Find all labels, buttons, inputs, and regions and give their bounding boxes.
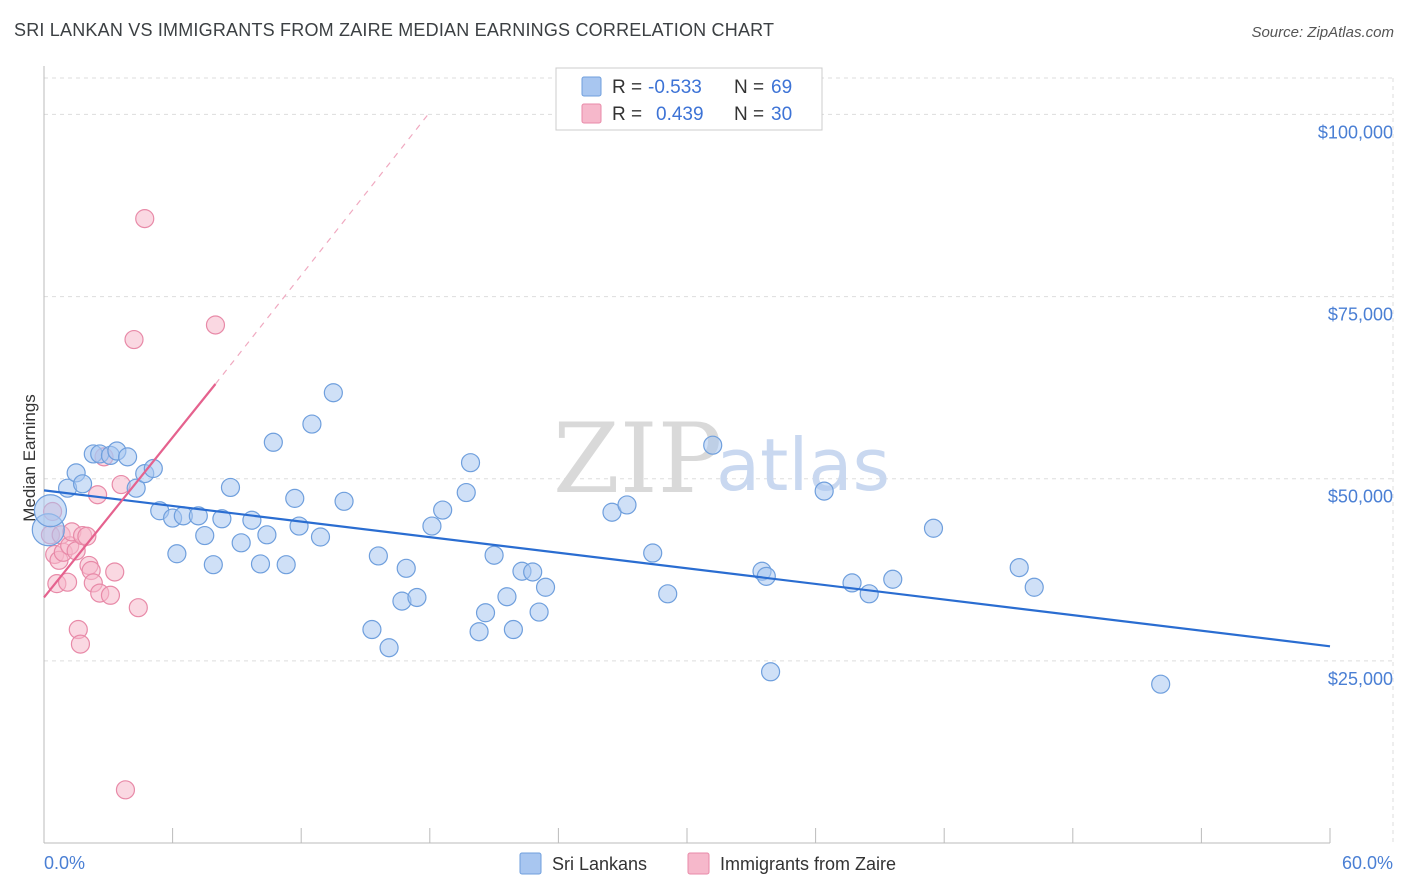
legend-n-label-2: N =: [734, 104, 764, 125]
bottom-legend-swatch-pink: [687, 852, 710, 875]
data-point: [1009, 557, 1029, 578]
data-point: [433, 500, 453, 520]
legend-r-value-2: 0.439: [656, 104, 704, 125]
data-point: [135, 209, 155, 229]
data-point: [883, 569, 903, 589]
data-point: [529, 602, 549, 622]
data-point: [128, 598, 148, 618]
data-point: [323, 383, 343, 403]
bottom-legend-swatch-blue: [519, 852, 542, 875]
data-point: [703, 435, 723, 455]
data-point: [257, 525, 277, 545]
data-point: [70, 634, 91, 654]
legend-n-value-2: 30: [771, 104, 792, 125]
data-point: [643, 543, 663, 563]
data-point: [276, 555, 296, 575]
legend-n-label-1: N =: [734, 77, 764, 98]
data-point: [285, 488, 305, 508]
y-tick-label: $25,000: [1328, 669, 1393, 689]
data-point: [310, 527, 331, 547]
bottom-legend-label-sri-lankans: Sri Lankans: [552, 854, 647, 874]
data-point: [407, 587, 427, 608]
data-point: [523, 562, 543, 582]
data-point: [250, 554, 271, 574]
legend-swatch-pink: [581, 103, 602, 124]
data-point: [497, 587, 517, 607]
data-point: [469, 622, 489, 642]
data-point: [484, 545, 504, 565]
x-tick-label-left: 0.0%: [44, 853, 85, 873]
data-point: [379, 638, 399, 658]
data-point: [72, 474, 93, 494]
series-immigrants-from-zaire: [40, 209, 226, 800]
data-point: [105, 562, 125, 582]
data-point: [205, 315, 226, 335]
y-axis-label: Median Earnings: [20, 394, 39, 522]
data-point: [124, 329, 144, 350]
data-point: [57, 572, 78, 592]
chart-title: SRI LANKAN VS IMMIGRANTS FROM ZAIRE MEDI…: [14, 20, 775, 40]
data-point: [220, 477, 241, 498]
data-point: [115, 780, 136, 800]
x-tick-label-right: 60.0%: [1342, 853, 1393, 873]
watermark-zip: ZIP: [553, 403, 722, 515]
data-point: [231, 533, 251, 553]
data-point: [617, 495, 637, 515]
watermark-atlas: atlas: [716, 423, 890, 507]
legend-box: R = -0.533 N = 69 R = 0.439 N = 30: [555, 67, 823, 131]
data-point: [362, 619, 382, 640]
data-point: [422, 516, 442, 536]
bottom-legend-label-zaire: Immigrants from Zaire: [720, 854, 896, 874]
chart-source: Source: ZipAtlas.com: [1251, 24, 1394, 41]
y-tick-label: $75,000: [1328, 305, 1393, 325]
data-point: [1024, 577, 1044, 597]
data-point: [460, 453, 481, 473]
data-point: [475, 603, 496, 623]
data-point: [456, 482, 476, 503]
y-tick-labels: $25,000 $50,000 $75,000 $100,000: [1318, 122, 1393, 688]
data-point: [87, 485, 108, 505]
data-point: [263, 432, 283, 452]
legend-r-value-1: -0.533: [648, 77, 702, 98]
data-point: [923, 518, 944, 538]
data-point: [814, 481, 834, 501]
data-point: [368, 546, 388, 566]
data-point: [859, 584, 879, 604]
data-point: [126, 478, 146, 498]
data-point: [334, 491, 354, 511]
data-point: [1151, 674, 1171, 694]
data-point: [100, 585, 121, 605]
data-point: [117, 447, 138, 467]
data-point: [195, 525, 215, 546]
data-point: [396, 558, 416, 578]
legend-r-label-2: R =: [612, 104, 642, 125]
legend-r-label-1: R =: [612, 77, 642, 98]
bottom-legend: Sri Lankans Immigrants from Zaire: [519, 852, 896, 875]
data-point: [658, 584, 678, 604]
data-point: [212, 509, 232, 529]
data-point: [203, 555, 223, 575]
data-point: [302, 414, 322, 434]
data-point: [503, 619, 523, 640]
data-point: [760, 662, 781, 682]
legend-swatch-blue: [581, 76, 602, 97]
data-point: [188, 506, 208, 526]
trend-extension-zaire: [214, 111, 431, 385]
data-point: [535, 577, 556, 597]
trend-line-zaire: [43, 383, 217, 599]
y-tick-label: $50,000: [1328, 487, 1393, 507]
data-point: [143, 458, 163, 479]
legend-n-value-1: 69: [771, 77, 792, 98]
data-point: [33, 494, 68, 528]
axes: [43, 66, 1331, 844]
trend-lines: [43, 111, 1331, 648]
data-point: [167, 544, 187, 564]
y-tick-label: $100,000: [1318, 122, 1393, 142]
trend-line-sri-lankans: [43, 489, 1331, 648]
watermark: ZIP atlas: [553, 403, 890, 515]
series-sri-lankans: [31, 383, 1171, 694]
